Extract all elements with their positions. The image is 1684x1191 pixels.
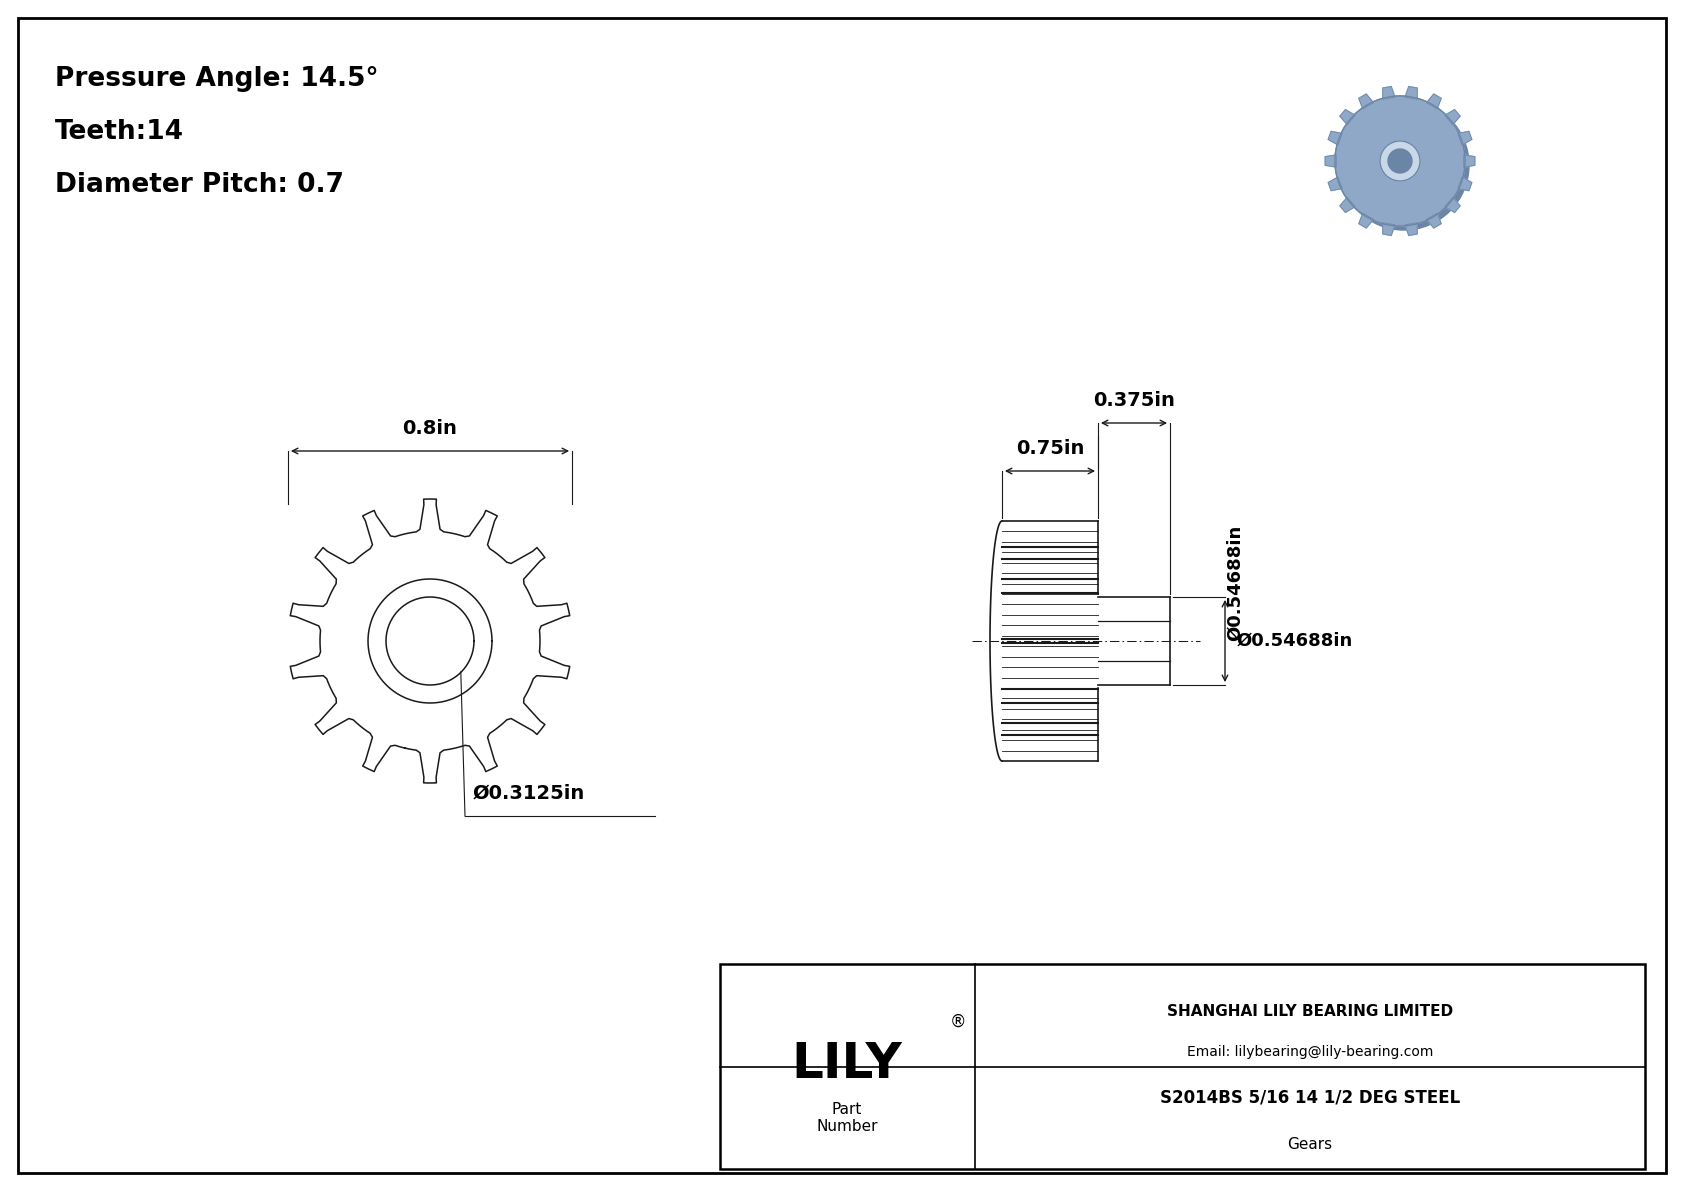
Text: 0.8in: 0.8in: [402, 419, 458, 438]
Text: 0.75in: 0.75in: [1015, 439, 1084, 459]
Text: SHANGHAI LILY BEARING LIMITED: SHANGHAI LILY BEARING LIMITED: [1167, 1004, 1453, 1018]
Polygon shape: [1426, 213, 1442, 227]
Circle shape: [1339, 100, 1468, 230]
Polygon shape: [1445, 198, 1460, 212]
Polygon shape: [1383, 87, 1394, 99]
Polygon shape: [1329, 177, 1342, 191]
Circle shape: [1379, 141, 1420, 181]
Text: Teeth:14: Teeth:14: [56, 119, 184, 145]
Polygon shape: [1329, 131, 1342, 145]
Text: Ø0.3125in: Ø0.3125in: [473, 784, 586, 803]
Polygon shape: [1383, 223, 1394, 236]
Text: Part
Number: Part Number: [817, 1102, 877, 1134]
Text: S2014BS 5/16 14 1/2 DEG STEEL: S2014BS 5/16 14 1/2 DEG STEEL: [1160, 1089, 1460, 1106]
Bar: [721, 964, 1645, 1170]
Circle shape: [1335, 96, 1465, 226]
Polygon shape: [1463, 155, 1475, 167]
Polygon shape: [1325, 155, 1337, 167]
Text: ®: ®: [950, 1012, 967, 1030]
Text: Gears: Gears: [1288, 1137, 1332, 1152]
Text: Diameter Pitch: 0.7: Diameter Pitch: 0.7: [56, 172, 344, 198]
Polygon shape: [1445, 110, 1460, 125]
Text: LILY: LILY: [791, 1040, 903, 1087]
Circle shape: [1388, 149, 1411, 173]
Polygon shape: [1458, 131, 1472, 145]
Polygon shape: [1359, 213, 1374, 227]
Polygon shape: [1359, 94, 1374, 108]
Text: Pressure Angle: 14.5°: Pressure Angle: 14.5°: [56, 66, 379, 92]
Polygon shape: [1340, 198, 1356, 212]
Text: Ø0.54688in: Ø0.54688in: [1238, 632, 1354, 650]
Polygon shape: [1340, 110, 1356, 125]
Text: 0.375in: 0.375in: [1093, 391, 1175, 410]
Polygon shape: [1404, 223, 1418, 236]
Text: Ø0.54688in: Ø0.54688in: [1226, 525, 1244, 641]
Polygon shape: [1458, 177, 1472, 191]
Polygon shape: [1426, 94, 1442, 108]
Polygon shape: [1404, 87, 1418, 99]
Circle shape: [1335, 96, 1465, 226]
Text: Email: lilybearing@lily-bearing.com: Email: lilybearing@lily-bearing.com: [1187, 1046, 1433, 1059]
